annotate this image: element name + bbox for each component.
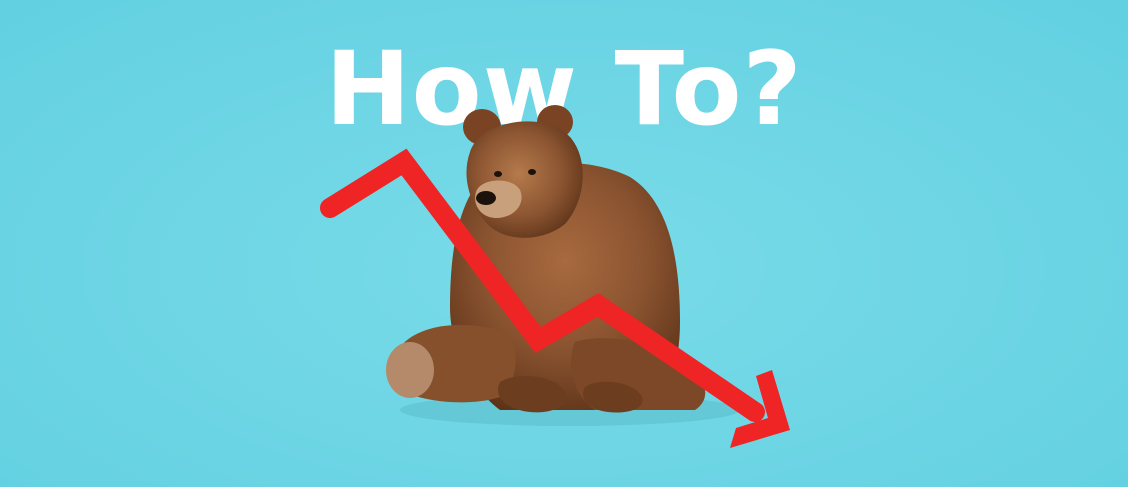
bear-illustration	[386, 105, 740, 426]
bear-muzzle	[475, 180, 522, 218]
bear-eye-right	[528, 169, 536, 175]
bear-front-paws	[497, 376, 566, 413]
bear-eye-left	[494, 171, 502, 177]
bear-front-paws-right	[582, 381, 643, 413]
trend-arrowhead-icon	[730, 370, 790, 448]
bear-nose	[476, 191, 496, 205]
trend-line	[320, 148, 765, 422]
bear-left-paw	[386, 342, 434, 398]
